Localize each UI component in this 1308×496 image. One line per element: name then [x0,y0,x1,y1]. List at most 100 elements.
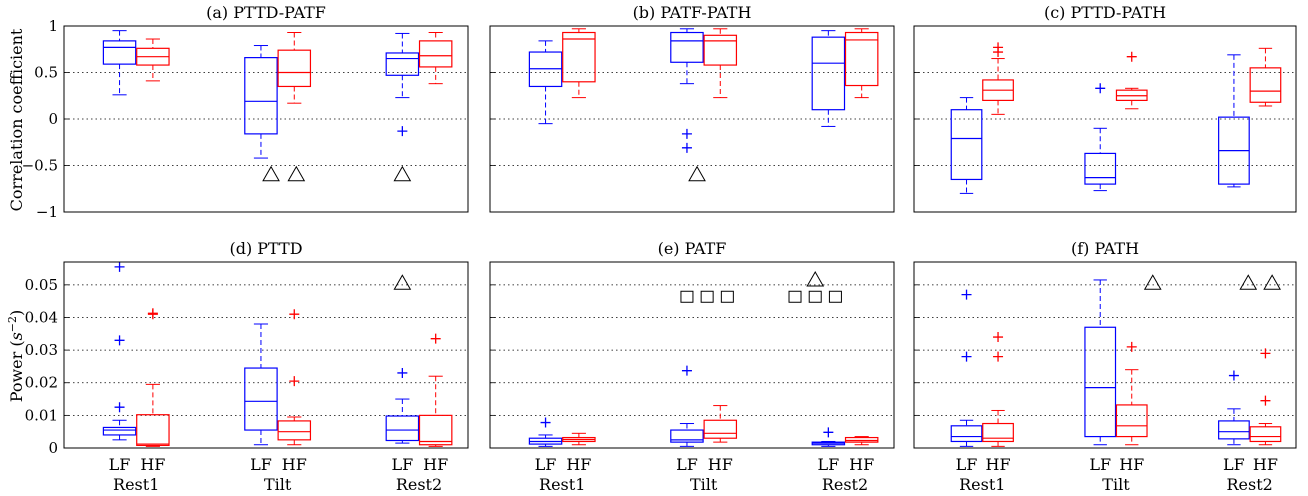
panel-3: (c) PTTD-PATH [913,3,1297,213]
outlier-marker [681,365,692,376]
box-hf-tilt [277,309,312,446]
box-lf-rest1 [528,40,563,125]
outlier-marker [1228,370,1239,381]
box-iqr [1249,67,1282,103]
outlier-marker [397,367,408,378]
box-iqr [277,49,312,88]
outlier-marker [961,351,972,362]
outlier-marker [397,126,408,137]
x-tick-label-lf: LF [956,455,978,474]
panel-title: (b) PATF-PATH [633,3,752,22]
outlier-marker [993,351,1004,362]
x-tick-label-hf: HF [986,455,1011,474]
box-iqr [844,31,879,87]
outlier-marker [681,142,692,153]
condition-label: Rest1 [113,475,159,494]
significance-square [808,290,822,303]
y-tick-label: 0.04 [25,308,58,326]
plot-frame [489,261,895,449]
box-hf-rest1 [136,38,170,82]
y-tick-label: 1 [48,17,58,35]
box-hf-rest2 [418,32,453,85]
box-lf-tilt [1084,83,1117,192]
significance-triangle [393,165,412,182]
panel-title: (d) PTTD [229,239,302,258]
plot-frame [913,25,1297,213]
box-iqr [1115,404,1148,438]
significance-triangle [1143,274,1162,290]
condition-label: Tilt [690,475,718,494]
x-tick-label-lf: LF [1089,455,1111,474]
box-iqr [418,414,453,446]
y-tick-label: 0 [48,439,58,457]
significance-square [788,290,802,303]
panel-2: (b) PATF-PATH [489,3,895,213]
x-tick-label-lf: LF [1223,455,1245,474]
x-tick-label-lf: LF [817,455,839,474]
y-tick-label: 0.03 [25,341,58,359]
condition-label: Rest2 [396,475,442,494]
y-tick-label: 0.05 [25,276,58,294]
significance-triangle [688,165,706,182]
significance-square [828,290,842,303]
box-iqr [1084,326,1117,438]
box-lf-tilt [244,45,278,159]
panel-title: (c) PTTD-PATH [1044,3,1166,22]
box-iqr [102,426,137,436]
y-tick-label: 0.02 [25,374,58,392]
box-lf-rest2 [811,30,846,127]
significance-triangle [262,165,280,182]
condition-label: Rest1 [959,475,1005,494]
outlier-marker [1095,83,1106,94]
box-hf-rest2 [844,436,879,446]
x-tick-label-lf: LF [391,455,413,474]
box-hf-rest1 [136,308,170,447]
condition-label: Tilt [1102,475,1130,494]
y-tick-label: −0.5 [22,157,58,175]
box-iqr [950,425,983,443]
box-iqr [703,34,738,66]
x-tick-label-hf: HF [1119,455,1144,474]
box-iqr [670,429,704,443]
box-hf-rest2 [418,333,453,447]
condition-label: Tilt [264,475,292,494]
x-tick-label-hf: HF [140,455,165,474]
box-hf-rest1 [982,42,1014,115]
outlier-marker [1126,51,1137,62]
box-hf-rest1 [982,332,1014,447]
box-iqr [244,367,278,431]
box-iqr [844,436,879,443]
box-lf-tilt [244,323,278,446]
box-lf-rest2 [385,367,420,444]
plot-frame [489,25,895,213]
condition-label: Rest1 [539,475,585,494]
y-axis-label-correlation: Correlation coefficient [7,28,26,211]
box-hf-rest2 [1249,47,1282,107]
outlier-marker [430,333,441,344]
plot-frame [63,261,469,449]
box-lf-rest2 [811,427,846,447]
box-lf-rest1 [950,97,983,194]
panel-title: (a) PTTD-PATF [206,3,326,22]
outlier-marker [540,417,551,428]
box-iqr [703,419,738,439]
plot-frame [63,25,469,213]
box-hf-rest2 [844,28,879,99]
x-tick-label-hf: HF [708,455,733,474]
outlier-marker [993,47,1004,58]
y-tick-label: 0 [48,110,58,128]
outlier-marker [681,128,692,139]
significance-square [700,290,714,303]
box-iqr [244,57,278,135]
box-hf-tilt [277,32,312,104]
outlier-marker [114,402,125,413]
box-lf-rest2 [1218,370,1250,446]
box-lf-rest1 [102,261,137,441]
box-hf-rest1 [562,432,596,446]
x-tick-label-lf: LF [676,455,698,474]
box-lf-tilt [1084,279,1117,446]
chart-panels: −1 −0.5 0 0.5 1 (a) PTTD-PATF (b) PATF-PATH (c)… [22,3,1297,494]
x-tick-label-lf: LF [535,455,557,474]
